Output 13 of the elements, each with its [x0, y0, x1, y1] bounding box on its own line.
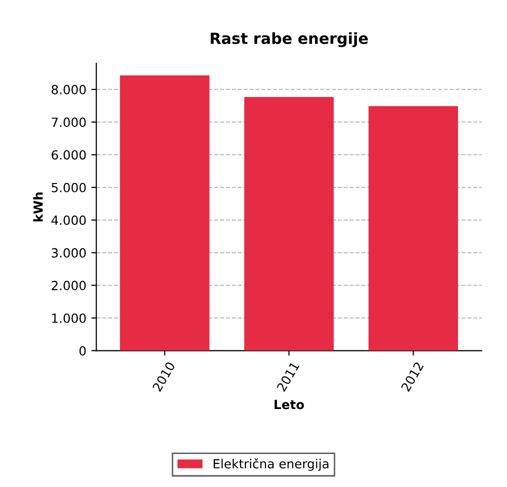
x-axis-title: Leto [274, 400, 304, 410]
y-axis-title: kWh [33, 192, 43, 222]
y-tick-label: 7.000 [52, 118, 86, 128]
y-tick-label: 8.000 [52, 84, 86, 94]
y-tick-label: 1.000 [52, 313, 86, 323]
legend-label: Električna energija [214, 458, 328, 471]
chart-title: Rast rabe energije [210, 32, 368, 48]
y-tick-label: 2.000 [52, 280, 86, 290]
y-tick-label: 0 [79, 346, 86, 356]
y-tick-label: 5.000 [52, 182, 86, 192]
y-tick-label: 3.000 [52, 248, 86, 258]
y-tick-label: 6.000 [52, 150, 86, 160]
y-tick-label: 4.000 [51, 216, 86, 225]
